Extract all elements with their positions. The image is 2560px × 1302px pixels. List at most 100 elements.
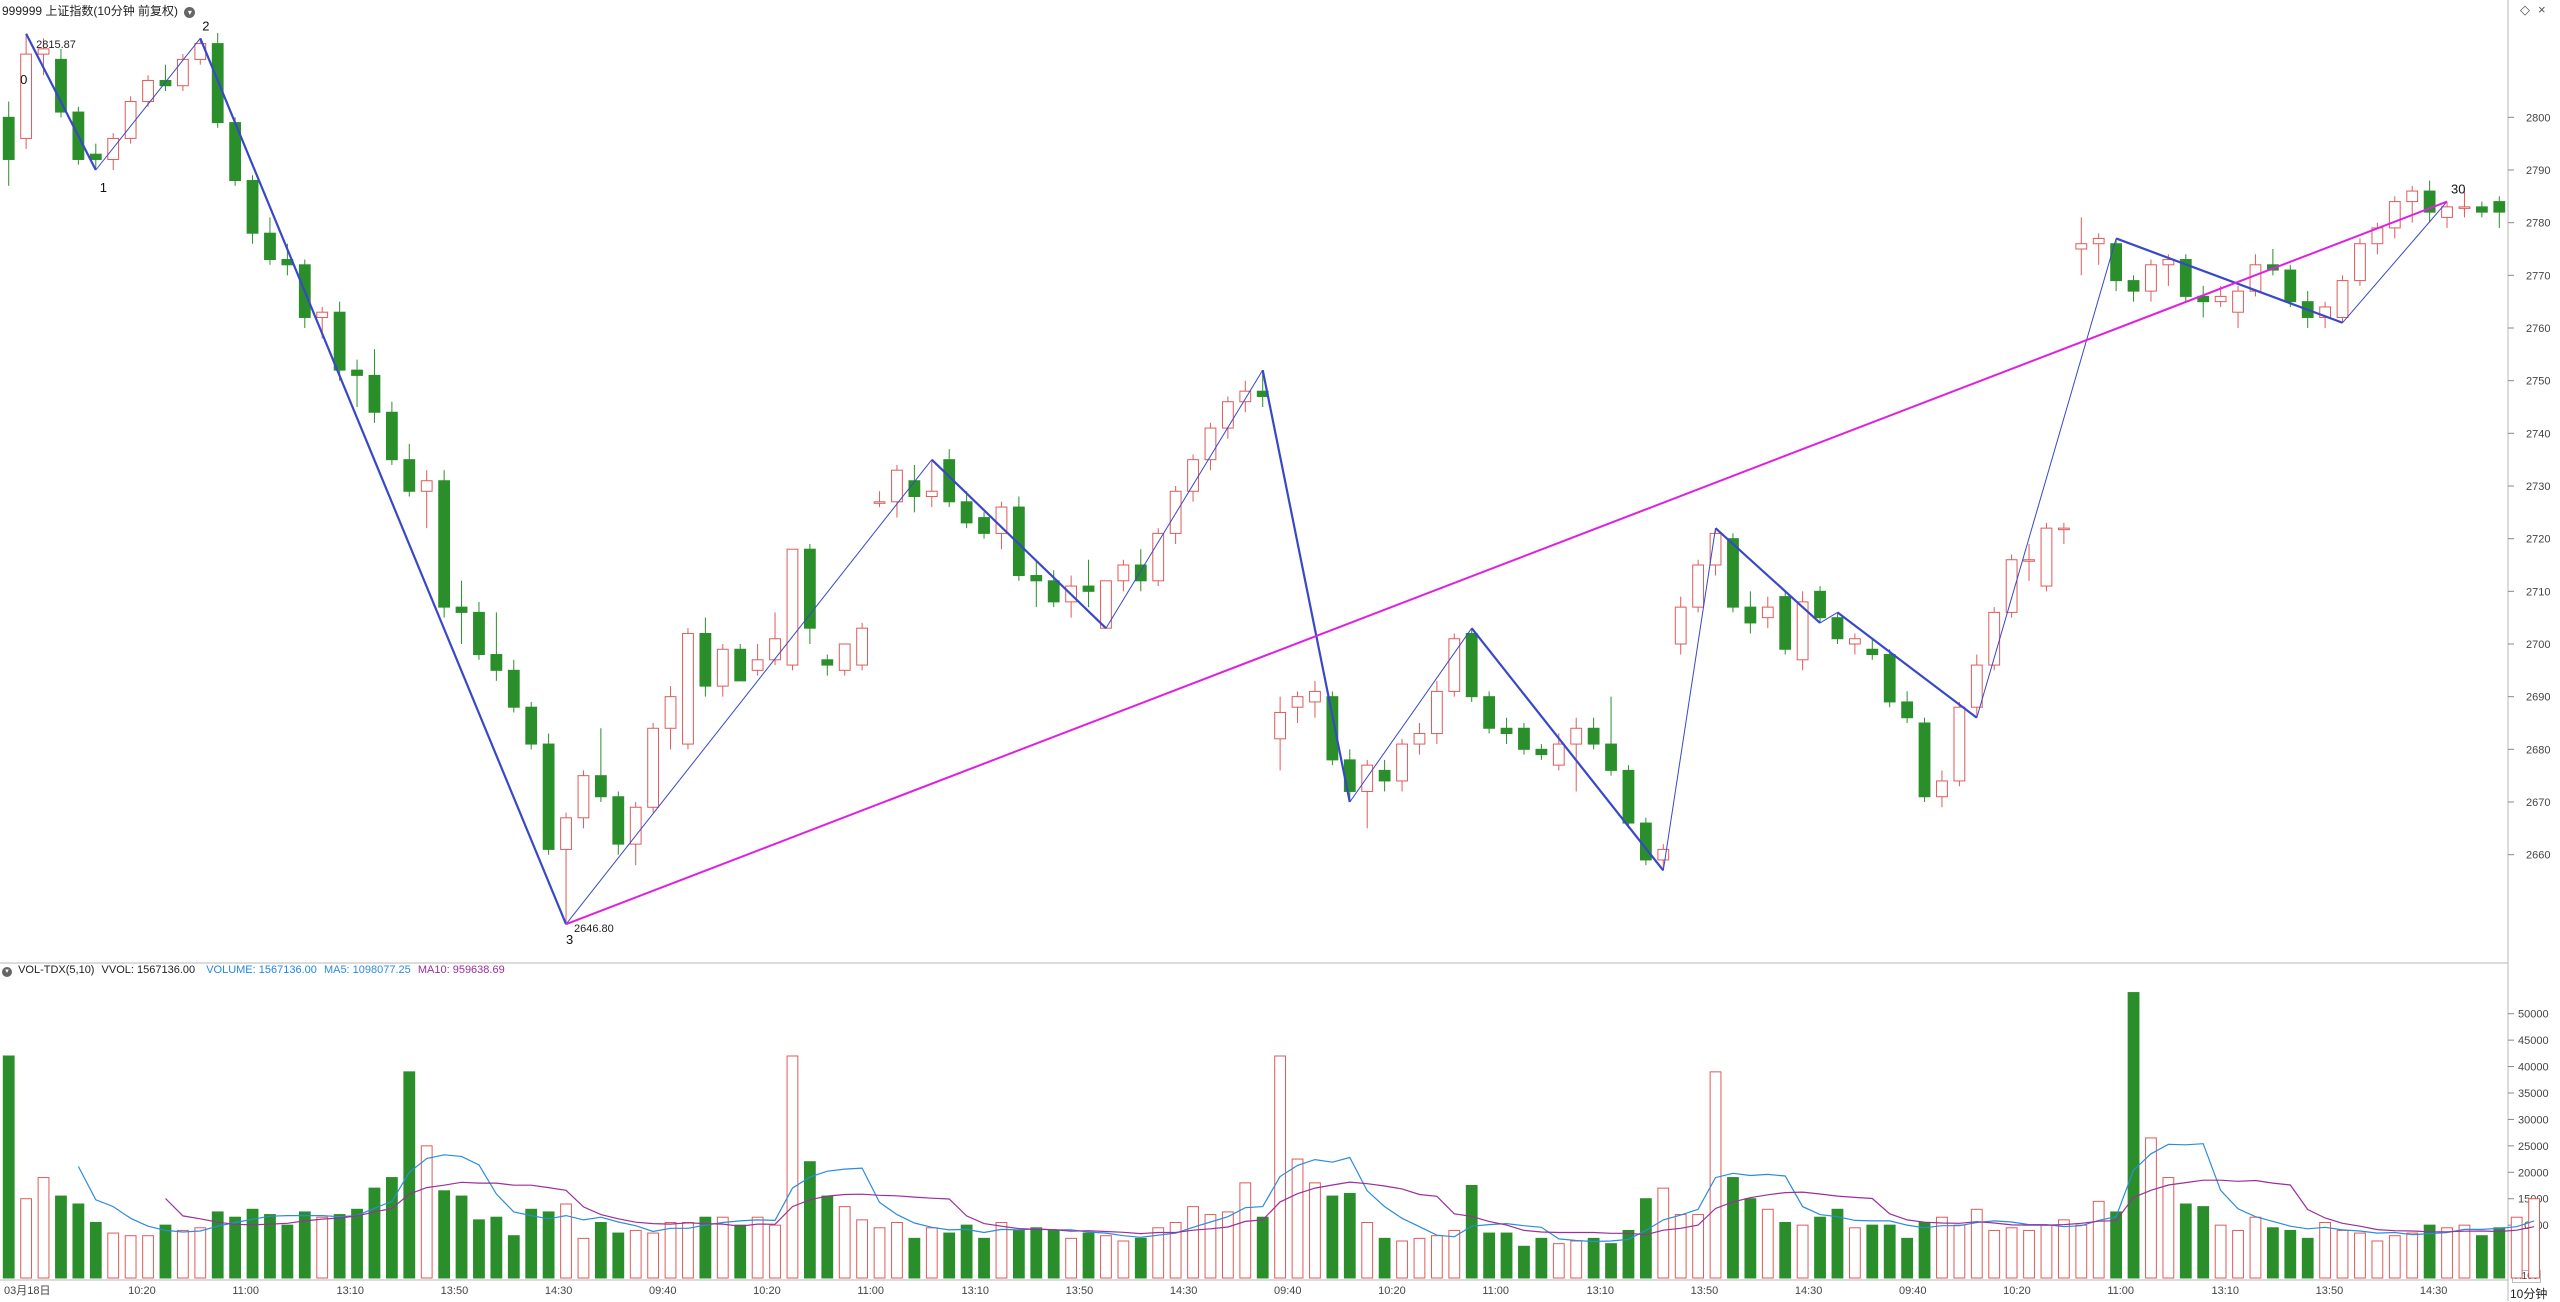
candle-up [2005,559,2018,613]
volume-bar-up [1117,1240,1130,1279]
volume-bar-up [716,1216,729,1279]
candle-down [89,153,102,160]
candle-down [1518,727,1530,750]
volume-bar-down [1256,1216,1269,1279]
volume-bar-down [333,1214,346,1279]
volume-bar-down [525,1208,538,1279]
candle-up [20,53,33,139]
candle-down [455,606,468,613]
candle-down [821,659,834,666]
wave-segment [1105,369,1264,629]
candle-up [142,79,154,103]
candle-down [2179,259,2192,297]
candle-up [716,648,729,687]
time-tick-label: 11:00 [232,1285,259,1297]
volume-bar-up [995,1222,1008,1279]
volume-bar-down [978,1237,990,1279]
volume-bar-up [2336,1229,2349,1279]
wave-segment [565,459,933,925]
volume-bar-up [194,1227,207,1279]
close-icon[interactable]: × [2538,2,2546,17]
candle-down [246,180,259,234]
volume-tick-label: 45000 [2518,1035,2549,1047]
candle-down [368,374,381,413]
candle-up [2040,527,2053,587]
volume-bar-down [490,1216,503,1279]
volume-bar-up [1239,1182,1252,1279]
candle-up [786,548,799,666]
candle-up [2388,201,2401,229]
period-label[interactable]: 10分钟 [2510,1287,2548,1301]
candle-up [176,58,189,87]
indicator-ma10: MA10: 959638.69 [417,964,505,976]
wave-segment [1261,369,1351,803]
chevron-down-icon[interactable]: ▾ [184,7,196,18]
wave-segment [2342,201,2448,324]
wave-segment [2115,237,2343,324]
volume-bar-down [1082,1232,1095,1279]
volume-bar-down [2197,1206,2210,1279]
candle-down [1901,701,1914,719]
diamond-icon[interactable]: ◇ [2520,2,2530,17]
candle-up [1936,780,1948,798]
candle-down [264,232,276,261]
volume-bar-down [351,1208,363,1279]
candle-up [2354,243,2366,282]
candle-down [55,58,67,113]
candle-down [978,517,990,534]
candle-up [838,643,851,671]
wave-segment [1976,238,2117,718]
time-tick-label: 10:20 [128,1285,156,1297]
candle-up [1848,638,1861,645]
volume-bar-up [838,1206,851,1279]
candle-down [2423,190,2436,213]
candle-down [2284,269,2297,303]
volume-bar-down [159,1224,172,1279]
volume-bar-up [2005,1227,2018,1279]
candle-up [1761,606,1774,619]
volume-bar-down [1587,1237,1600,1279]
candle-down [1012,506,1025,577]
volume-ma5-line [77,1143,2535,1243]
chevron-down-icon[interactable]: ▾ [2,967,12,977]
volume-bar-up [2040,1224,2053,1279]
candle-up [1187,459,1199,492]
candle-down [351,369,363,376]
candle-up [1204,427,1217,461]
price-tick-label: 2750 [2526,376,2550,388]
high-price-label: 2815.87 [36,39,76,51]
candle-down [803,548,816,629]
candle-down [1605,743,1617,771]
volume-bar-up [647,1232,660,1279]
wave-label: 3 [566,932,573,947]
candle-down [1483,696,1496,729]
candle-down [2197,295,2210,303]
candle-up [124,101,137,139]
volume-bar-down [1378,1237,1391,1279]
volume-bar-down [1343,1192,1356,1279]
volume-bar-up [664,1222,677,1279]
volume-bar-down [455,1195,468,1279]
candle-down [1866,648,1879,656]
volume-bar-up [891,1222,903,1279]
time-tick-label: 13:50 [1066,1285,1094,1297]
volume-bar-up [2232,1229,2244,1279]
time-tick-label: 09:40 [1899,1285,1927,1297]
volume-bar-up [1274,1055,1287,1279]
candle-down [1779,596,1792,650]
volume-bar-down [368,1187,381,1279]
wave-segment [1714,527,1821,624]
candle-down [403,459,416,492]
candle-up [1430,690,1443,735]
candle-down [1378,769,1391,782]
volume-tick-label: 50000 [2518,1009,2549,1021]
candle-up [37,48,50,55]
volume-bar-down [594,1222,607,1279]
candle-up [1152,532,1165,582]
price-tick-label: 2700 [2526,639,2550,651]
volume-bar-up [20,1198,33,1279]
wave-segment [931,458,1107,629]
candle-up [873,501,886,504]
candle-up [1309,690,1321,703]
